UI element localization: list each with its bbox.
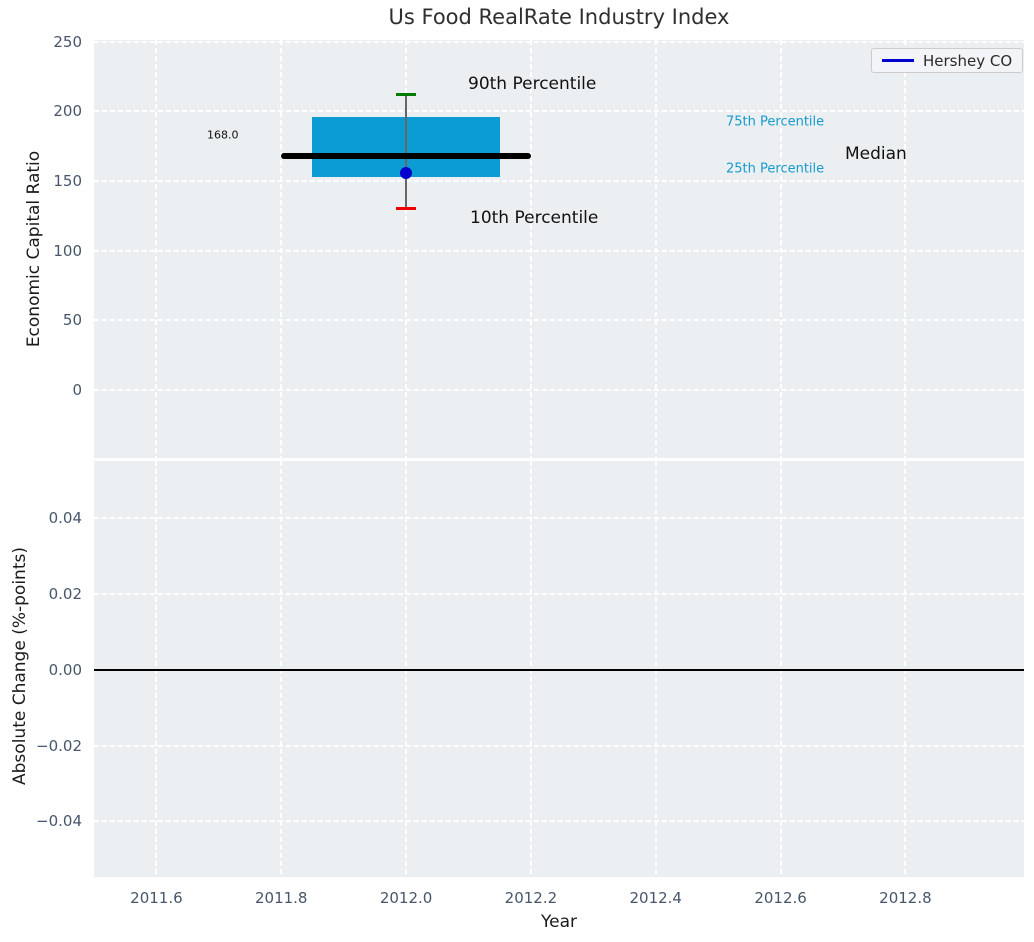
y-grid-line bbox=[94, 592, 1024, 595]
x-tick-label: 2011.8 bbox=[254, 889, 308, 907]
y-tick-label: 0.02 bbox=[48, 584, 82, 603]
annotation-median: Median bbox=[845, 144, 907, 164]
y-tick-label: 250 bbox=[53, 32, 82, 51]
annotation-10th-percentile: 10th Percentile bbox=[470, 208, 599, 228]
y-grid-line bbox=[94, 40, 1024, 43]
y-tick-label: 150 bbox=[53, 171, 82, 190]
y-grid-line bbox=[94, 249, 1024, 252]
x-tick-label: 2011.6 bbox=[130, 889, 183, 907]
x-grid-line bbox=[529, 40, 532, 458]
x-tick-label: 2012.4 bbox=[629, 889, 682, 907]
y-grid-line bbox=[94, 319, 1024, 322]
y-tick-label: −0.02 bbox=[36, 736, 82, 755]
y-grid-line bbox=[94, 388, 1024, 391]
x-grid-line bbox=[654, 40, 657, 458]
x-tick-label: 2012.0 bbox=[379, 889, 433, 907]
top-plot-area bbox=[94, 40, 1024, 458]
x-grid-line bbox=[405, 40, 408, 458]
y-tick-label: 50 bbox=[62, 311, 82, 330]
y-grid-line bbox=[94, 110, 1024, 113]
y-tick-label: −0.04 bbox=[36, 812, 82, 831]
y-grid-line bbox=[94, 820, 1024, 823]
zero-baseline bbox=[94, 668, 1024, 671]
y-tick-label: 0.00 bbox=[48, 660, 82, 679]
y-grid-line bbox=[94, 517, 1024, 520]
legend-box: Hershey CO bbox=[871, 48, 1024, 73]
y-tick-label: 0.04 bbox=[48, 509, 82, 528]
median-line bbox=[281, 152, 531, 159]
y-tick-label: 100 bbox=[53, 241, 82, 260]
p10-cap bbox=[396, 207, 417, 211]
chart-title: Us Food RealRate Industry Index bbox=[388, 5, 730, 29]
x-axis-label: Year bbox=[541, 912, 577, 932]
x-grid-line bbox=[904, 40, 907, 458]
annotation-25th-percentile: 25th Percentile bbox=[726, 161, 825, 177]
x-tick-label: 2012.8 bbox=[879, 889, 932, 907]
x-grid-line bbox=[779, 40, 782, 458]
whisker-line bbox=[405, 94, 407, 209]
legend-label: Hershey CO bbox=[923, 51, 1013, 70]
x-grid-line bbox=[280, 40, 283, 458]
annotation-median-value: 168.0 bbox=[207, 128, 239, 142]
x-tick-label: 2012.6 bbox=[754, 889, 807, 907]
y-tick-label: 0 bbox=[72, 380, 82, 399]
company-data-point bbox=[400, 166, 413, 179]
annotation-90th-percentile: 90th Percentile bbox=[468, 74, 597, 94]
annotation-75th-percentile: 75th Percentile bbox=[726, 114, 825, 130]
x-tick-label: 2012.2 bbox=[504, 889, 558, 907]
y-tick-label: 200 bbox=[53, 102, 82, 121]
y-grid-line bbox=[94, 179, 1024, 182]
legend-line-icon bbox=[882, 59, 914, 62]
p90-cap bbox=[396, 93, 417, 97]
y-grid-line bbox=[94, 744, 1024, 747]
x-grid-line bbox=[155, 40, 158, 458]
